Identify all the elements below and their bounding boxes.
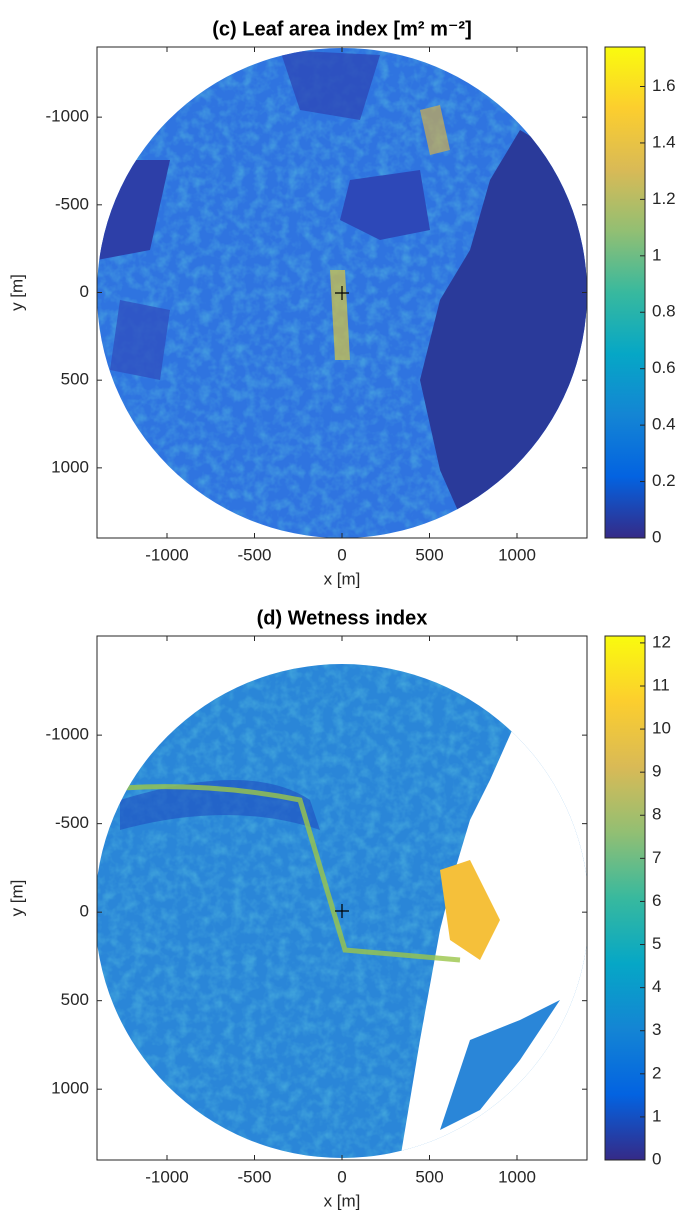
y-tick-label: 500 <box>61 370 89 389</box>
colorbar <box>604 635 646 1161</box>
y-tick-label: -500 <box>55 813 89 832</box>
x-axis-label: x [m] <box>324 569 361 588</box>
colorbar <box>604 46 646 539</box>
x-tick-label: 0 <box>337 1167 346 1186</box>
colorbar-tick-label: 2 <box>652 1063 661 1082</box>
colorbar-tick-label: 8 <box>652 805 661 824</box>
y-tick-label: 500 <box>61 990 89 1009</box>
colorbar-tick-label: 0 <box>652 1149 661 1168</box>
chart-title: (d) Wetness index <box>257 607 428 629</box>
colorbar-tick-label: 3 <box>652 1020 661 1039</box>
center-marker <box>335 286 349 300</box>
center-marker <box>335 904 349 918</box>
colorbar-tick-label: 1 <box>652 245 661 264</box>
colorbar-tick-label: 10 <box>652 719 671 738</box>
y-tick-label: 1000 <box>51 457 89 476</box>
colorbar-tick-label: 5 <box>652 934 661 953</box>
x-tick-label: -1000 <box>145 545 188 564</box>
colorbar-tick-label: 0 <box>652 527 661 546</box>
colorbar-tick-label: 0.8 <box>652 302 676 321</box>
y-tick-label: -1000 <box>46 107 89 126</box>
x-tick-label: 500 <box>415 545 443 564</box>
y-tick-label: 0 <box>80 902 89 921</box>
x-tick-label: 1000 <box>498 545 536 564</box>
colorbar-tick-label: 9 <box>652 762 661 781</box>
colorbar-tick-label: 1.4 <box>652 132 676 151</box>
y-axis-label: y [m] <box>7 274 26 311</box>
colorbar-tick-label: 7 <box>652 848 661 867</box>
y-tick-label: 0 <box>80 282 89 301</box>
colorbar-tick-label: 1.2 <box>652 189 676 208</box>
y-tick-label: 1000 <box>51 1079 89 1098</box>
colorbar-tick-label: 0.2 <box>652 471 676 490</box>
chart-title: (c) Leaf area index [m² m⁻²] <box>212 18 472 40</box>
x-tick-label: 500 <box>415 1167 443 1186</box>
x-tick-label: -1000 <box>145 1167 188 1186</box>
colorbar-tick-label: 4 <box>652 977 661 996</box>
y-tick-label: -500 <box>55 194 89 213</box>
colorbar-tick-label: 12 <box>652 632 671 651</box>
x-tick-label: 1000 <box>498 1167 536 1186</box>
x-axis-label: x [m] <box>324 1191 361 1210</box>
y-axis-label: y [m] <box>7 880 26 917</box>
colorbar-tick-label: 0.4 <box>652 415 676 434</box>
colorbar-tick-label: 1.6 <box>652 76 676 95</box>
colorbar-tick-label: 11 <box>652 675 670 694</box>
x-tick-label: 0 <box>337 545 346 564</box>
colorbar-tick-label: 0.6 <box>652 358 676 377</box>
wetness-map <box>96 664 589 1158</box>
colorbar-tick-label: 6 <box>652 891 661 910</box>
x-tick-label: -500 <box>237 1167 271 1186</box>
y-tick-label: -1000 <box>46 725 89 744</box>
colorbar-tick-label: 1 <box>652 1106 661 1125</box>
x-tick-label: -500 <box>237 545 271 564</box>
